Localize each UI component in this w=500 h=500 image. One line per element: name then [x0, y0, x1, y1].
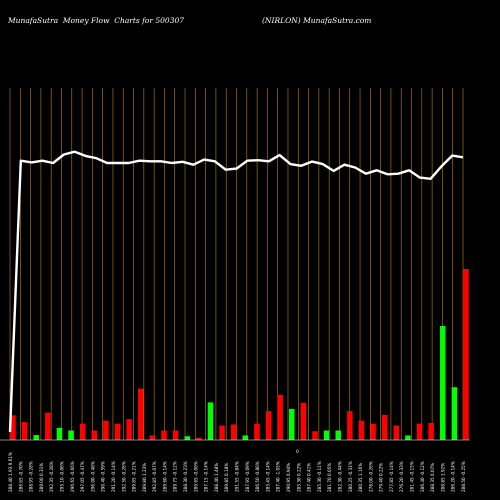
money-flow-bar: [196, 437, 202, 440]
money-flow-bar: [126, 419, 132, 440]
money-flow-bars: [10, 269, 469, 440]
price-line: [8, 150, 464, 433]
x-tick-label: 292.50 -0.26%: [121, 461, 126, 492]
money-flow-bar: [138, 388, 144, 440]
x-tick-label: 289.85 0.18%: [224, 463, 229, 492]
x-tick-label: 287.40 -1.05%: [276, 461, 281, 492]
money-flow-bar: [172, 430, 179, 440]
money-flow-bar: [91, 430, 98, 440]
x-tick-label: 281.70 0.05%: [327, 463, 332, 492]
money-flow-bar: [219, 425, 225, 440]
money-flow-bar: [440, 326, 446, 440]
money-flow-bar: [335, 430, 341, 440]
x-tick-label: 289.00 0.31%: [39, 463, 44, 492]
money-flow-bar: [312, 431, 318, 440]
money-flow-bar: [242, 435, 249, 440]
x-tick-label: 289.80 1.23%: [142, 463, 147, 492]
x-tick-label: 278.00 -0.26%: [368, 461, 373, 492]
money-flow-bar: [45, 412, 51, 440]
money-flow-bar: [370, 423, 376, 440]
x-tick-label: 290.95 0.94%: [286, 463, 291, 492]
x-tick-label: 289.75 -0.12%: [173, 461, 178, 492]
x-tick-label: 276.20 -0.33%: [399, 461, 404, 492]
money-flow-bar: [358, 420, 365, 440]
money-flow-bar: [10, 415, 16, 440]
x-tick-label: 280.25 -0.31%: [348, 461, 353, 492]
money-flow-bar: [254, 423, 260, 440]
money-flow-bar: [103, 420, 109, 440]
x-tick-label: 295.10 -0.06%: [59, 461, 64, 492]
x-tick-label: 287.40 0.41%: [307, 463, 312, 492]
x-tick-label: 286.50 -0.80%: [255, 461, 260, 492]
money-flow-bar: [405, 435, 411, 440]
x-tick-label: 285.30 -0.11%: [317, 461, 322, 492]
money-flow-bar: [265, 411, 272, 440]
x-tick-label: 287.95 -0.09%: [245, 461, 250, 492]
x-tick-label: 282.30 -0.44%: [337, 461, 342, 492]
x-tick-label: 285.45 -0.14%: [265, 461, 270, 492]
money-flow-bar: [323, 430, 330, 440]
chart-header-right: (NIRLON) MunafaSutra.com: [262, 16, 372, 25]
money-flow-bar: [79, 423, 86, 440]
x-tick-label: 291.55 -0.84%: [235, 461, 240, 492]
x-tick-label: 286.85 -0.70%: [18, 461, 23, 492]
money-flow-bar: [114, 423, 121, 440]
x-tick-label: 288.30 -0.23%: [183, 461, 188, 492]
money-flow-bar: [393, 425, 400, 440]
x-tick-label: 292.35 -0.28%: [49, 461, 54, 492]
x-tick-label: 281.45 -0.15%: [410, 461, 415, 492]
x-tick-label: 286.20 -0.14%: [451, 461, 456, 492]
x-tick-label: 288.40 1.93 9.61%: [8, 452, 13, 492]
price-line-group: [8, 150, 464, 433]
x-tick-label: 289.60 -0.14%: [162, 461, 167, 492]
money-flow-bar: [347, 411, 353, 440]
chart-header-left: MunafaSutra Money Flow Charts for 500307: [8, 16, 185, 25]
x-tick-label: 288.35 0.07%: [430, 463, 435, 492]
money-flow-bar: [463, 269, 469, 440]
x-tick-label: 287.15 -0.14%: [204, 461, 209, 492]
money-flow-bar: [416, 423, 423, 440]
x-tick-label: 291.20 -0.14%: [111, 461, 116, 492]
x-tick-label: 292.85 -0.07%: [152, 461, 157, 492]
x-tick-label: 288.95 -0.28%: [29, 461, 34, 492]
x-tick-label: 296.00 -0.48%: [90, 461, 95, 492]
x-tick-label: 277.85 -0.14%: [389, 461, 394, 492]
money-flow-bar: [289, 408, 295, 440]
money-flow-bar: [230, 424, 237, 440]
money-flow-bar: [68, 430, 74, 440]
x-tick-label: 285.30 0.22%: [296, 463, 301, 492]
money-flow-bar: [161, 430, 167, 440]
x-tick-label: 288.40 1.48%: [214, 463, 219, 492]
x-tick-label: 286.40 -0.12%: [420, 461, 425, 492]
x-tick-label: 288.85 1.92%: [440, 463, 445, 492]
money-flow-bar: [428, 422, 434, 440]
x-tick-label: 289.85 -0.21%: [132, 461, 137, 492]
money-flow-bar: [21, 422, 28, 440]
money-flow-bar: [56, 427, 63, 440]
money-flow-bar: [381, 414, 388, 440]
axis-zero-label: 0: [296, 449, 299, 455]
money-flow-bar: [277, 394, 283, 440]
x-tick-label: 289.65 -0.09%: [193, 461, 198, 492]
money-flow-bar: [207, 402, 214, 440]
x-tick-label: 297.05 -0.47%: [80, 461, 85, 492]
money-flow-bar: [451, 387, 458, 440]
x-tick-label: 288.50 -0.25%: [461, 461, 466, 492]
x-tick-labels: 288.40 1.93 9.61% 286.85 -0.70% 288.95 -0.…: [8, 452, 466, 492]
money-flow-bar: [149, 435, 156, 440]
x-tick-label: 280.35 1.16%: [358, 463, 363, 492]
x-tick-label: 279.40 0.22%: [379, 463, 384, 492]
grid-lines: [9, 88, 464, 440]
x-tick-label: 290.40 -0.59%: [101, 461, 106, 492]
money-flow-bar: [184, 436, 190, 440]
x-tick-label: 296.65 -0.66%: [70, 461, 75, 492]
money-flow-bar: [300, 402, 307, 440]
money-flow-bar: [33, 435, 39, 440]
